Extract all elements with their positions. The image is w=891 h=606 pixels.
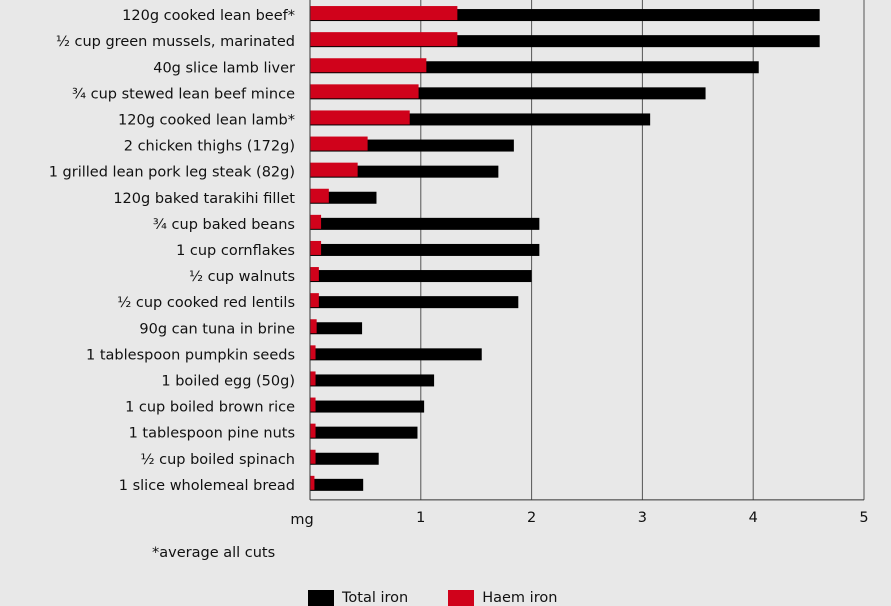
bar-haem-iron-9 [310, 240, 322, 255]
bar-total-iron-18 [310, 478, 364, 491]
category-label-15: 1 cup boiled brown rice [125, 400, 295, 416]
bar-haem-iron-17 [310, 449, 316, 464]
bar-haem-iron-15 [310, 397, 316, 412]
x-tick-label-3: 3 [638, 510, 647, 526]
bar-haem-iron-1 [310, 32, 458, 47]
category-label-17: ½ cup boiled spinach [140, 452, 295, 468]
bar-total-iron-15 [310, 400, 425, 413]
bar-total-iron-13 [310, 348, 482, 361]
category-label-0: 120g cooked lean beef* [122, 8, 295, 24]
bar-haem-iron-16 [310, 423, 316, 438]
legend-item-haem-iron: Haem iron [448, 590, 557, 606]
bar-haem-iron-0 [310, 6, 458, 21]
category-label-14: 1 boiled egg (50g) [161, 373, 295, 389]
category-label-12: 90g can tuna in brine [139, 321, 295, 337]
x-axis-label: mg [290, 512, 313, 528]
bar-total-iron-16 [310, 426, 418, 439]
bar-total-iron-14 [310, 374, 435, 387]
legend-label-total-iron: Total iron [342, 590, 409, 606]
x-tick-label-4: 4 [749, 510, 758, 526]
category-label-8: ¾ cup baked beans [153, 217, 295, 233]
bar-haem-iron-18 [310, 475, 315, 490]
x-tick-label-1: 1 [416, 510, 425, 526]
bar-haem-iron-3 [310, 84, 419, 99]
bar-haem-iron-14 [310, 371, 316, 386]
category-label-5: 2 chicken thighs (172g) [124, 139, 295, 155]
bar-haem-iron-12 [310, 319, 317, 334]
bar-haem-iron-2 [310, 58, 427, 73]
category-label-9: 1 cup cornflakes [176, 243, 295, 259]
legend-swatch-haem-iron [448, 590, 475, 606]
category-label-3: ¾ cup stewed lean beef mince [72, 86, 295, 102]
x-tick-label-2: 2 [527, 510, 536, 526]
category-label-10: ½ cup walnuts [189, 269, 295, 285]
chart-footnote: *average all cuts [152, 545, 276, 561]
category-label-13: 1 tablespoon pumpkin seeds [86, 347, 295, 363]
bar-total-iron-17 [310, 452, 379, 465]
bar-haem-iron-5 [310, 136, 368, 151]
x-tick-label-5: 5 [859, 510, 868, 526]
bar-haem-iron-10 [310, 267, 319, 282]
legend-item-total-iron: Total iron [308, 590, 408, 606]
category-label-11: ½ cup cooked red lentils [117, 295, 295, 311]
bar-total-iron-12 [310, 322, 363, 335]
bar-total-iron-9 [310, 243, 540, 256]
bar-haem-iron-4 [310, 110, 410, 125]
category-label-4: 120g cooked lean lamb* [118, 112, 295, 128]
category-label-18: 1 slice wholemeal bread [119, 478, 295, 494]
chart-legend: Total iron Haem iron [308, 590, 557, 606]
category-label-7: 120g baked tarakihi fillet [113, 191, 295, 207]
bar-haem-iron-8 [310, 214, 322, 229]
bar-haem-iron-6 [310, 162, 358, 177]
bar-total-iron-0 [310, 9, 820, 22]
bar-total-iron-8 [310, 217, 540, 230]
bar-haem-iron-7 [310, 188, 329, 203]
category-label-6: 1 grilled lean pork leg steak (82g) [49, 165, 295, 181]
category-label-2: 40g slice lamb liver [153, 60, 295, 76]
legend-label-haem-iron: Haem iron [482, 590, 558, 606]
bar-haem-iron-11 [310, 293, 319, 308]
legend-swatch-total-iron [308, 590, 334, 606]
bar-total-iron-11 [310, 296, 519, 309]
category-label-1: ½ cup green mussels, marinated [56, 34, 295, 50]
bar-haem-iron-13 [310, 345, 316, 360]
category-label-16: 1 tablespoon pine nuts [129, 426, 295, 442]
bar-total-iron-10 [310, 270, 532, 283]
